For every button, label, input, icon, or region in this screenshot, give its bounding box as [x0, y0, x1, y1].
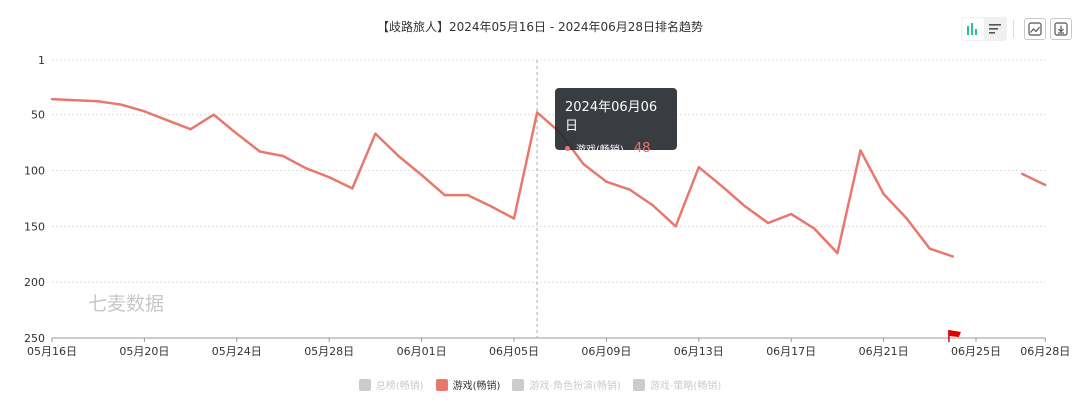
watermark: 七麦数据 [88, 293, 164, 315]
data-point [351, 187, 354, 190]
data-point [1044, 183, 1047, 187]
y-tick-label: 100 [24, 165, 45, 178]
legend-item[interactable]: 总榜(畅销) [358, 377, 424, 392]
data-point [720, 184, 724, 188]
data-point [258, 150, 262, 153]
tooltip-series-name: 游戏(畅销) [576, 145, 624, 156]
data-point [374, 132, 377, 135]
x-tick-label: 06月13日 [674, 345, 724, 358]
data-point [766, 221, 770, 225]
data-point [120, 103, 123, 106]
toolbar-divider [1013, 20, 1014, 38]
data-point [304, 167, 308, 170]
data-point [143, 110, 146, 113]
x-tick-label: 05月16日 [27, 345, 77, 358]
legend-label: 游戏-角色扮演(畅销) [529, 381, 621, 392]
legend-label: 游戏(畅销) [452, 381, 501, 392]
data-point [235, 132, 238, 135]
event-flag-icon [948, 330, 961, 337]
y-tick-label: 250 [24, 332, 45, 345]
x-tick-label: 06月17日 [766, 345, 816, 358]
data-point [443, 193, 446, 197]
tooltip-value: 48 [633, 141, 651, 156]
tooltip-row: 游戏(畅销) 48 [565, 141, 667, 156]
chart-toolbar [961, 17, 1072, 41]
data-point [905, 217, 908, 220]
data-point [281, 154, 285, 158]
data-point [166, 119, 169, 122]
legend-swatch [512, 378, 525, 391]
legend-label: 总榜(畅销) [375, 381, 424, 392]
data-point [212, 113, 215, 116]
x-tick-label: 06月05日 [489, 345, 539, 358]
x-tick-label: 06月01日 [397, 345, 447, 358]
y-tick-label: 150 [24, 220, 45, 233]
data-point [73, 98, 77, 102]
legend-item[interactable]: 游戏-角色扮演(畅销) [512, 377, 621, 392]
data-point [466, 193, 469, 197]
data-point [97, 100, 100, 103]
legend-item[interactable]: 游戏(畅销) [435, 377, 501, 392]
data-point [582, 162, 585, 166]
data-point [951, 255, 955, 258]
legend-swatch [358, 378, 371, 391]
data-point [189, 128, 192, 131]
legend-swatch [435, 378, 448, 391]
legend-swatch [632, 378, 645, 391]
x-tick-label: 06月25日 [951, 345, 1001, 358]
chart-type-toggle [961, 17, 1007, 41]
chart-image-icon[interactable] [1024, 18, 1046, 40]
legend-label: 游戏-策略(畅销) [649, 381, 722, 392]
x-tick-label: 06月28日 [1020, 345, 1070, 358]
data-point [836, 251, 839, 255]
data-point [813, 227, 816, 230]
data-point [50, 97, 54, 101]
data-point [651, 203, 654, 207]
x-tick-label: 06月09日 [581, 345, 631, 358]
data-point [535, 111, 539, 114]
data-point [605, 180, 608, 183]
data-point [859, 149, 862, 152]
series-line [51, 97, 954, 258]
chart-title: 【歧路旅人】2024年05月16日 - 2024年06月28日排名趋势 [376, 20, 704, 34]
list-icon[interactable] [984, 18, 1006, 40]
data-point [628, 188, 631, 191]
y-tick-label: 200 [24, 276, 45, 289]
data-point [512, 217, 516, 220]
data-point [928, 247, 931, 250]
x-tick-label: 06月21日 [859, 345, 909, 358]
data-point [397, 154, 400, 158]
data-point [674, 225, 677, 228]
x-tick-label: 05月20日 [119, 345, 169, 358]
y-tick-label: 1 [38, 54, 45, 67]
x-tick-label: 05月28日 [304, 345, 354, 358]
data-point [743, 205, 747, 208]
data-point [790, 212, 793, 216]
legend-item[interactable]: 游戏-策略(畅销) [632, 377, 722, 392]
bar-line-toggle-icon[interactable] [962, 18, 984, 40]
series-line [1021, 172, 1046, 187]
data-point [489, 205, 493, 208]
download-icon[interactable] [1050, 18, 1072, 40]
data-point [420, 173, 423, 177]
tooltip-date: 2024年06月06日 [565, 100, 658, 134]
chart-legend: 总榜(畅销) 游戏(畅销) 游戏-角色扮演(畅销) 游戏-策略(畅销) [0, 377, 1080, 392]
data-point [697, 165, 700, 169]
x-tick-label: 05月24日 [212, 345, 262, 358]
data-tooltip: 2024年06月06日 游戏(畅销) 48 [555, 88, 677, 156]
series-dot-icon [565, 146, 570, 151]
data-point [882, 192, 885, 196]
y-tick-label: 50 [31, 109, 45, 122]
data-point [328, 176, 331, 179]
data-point [1021, 172, 1024, 176]
